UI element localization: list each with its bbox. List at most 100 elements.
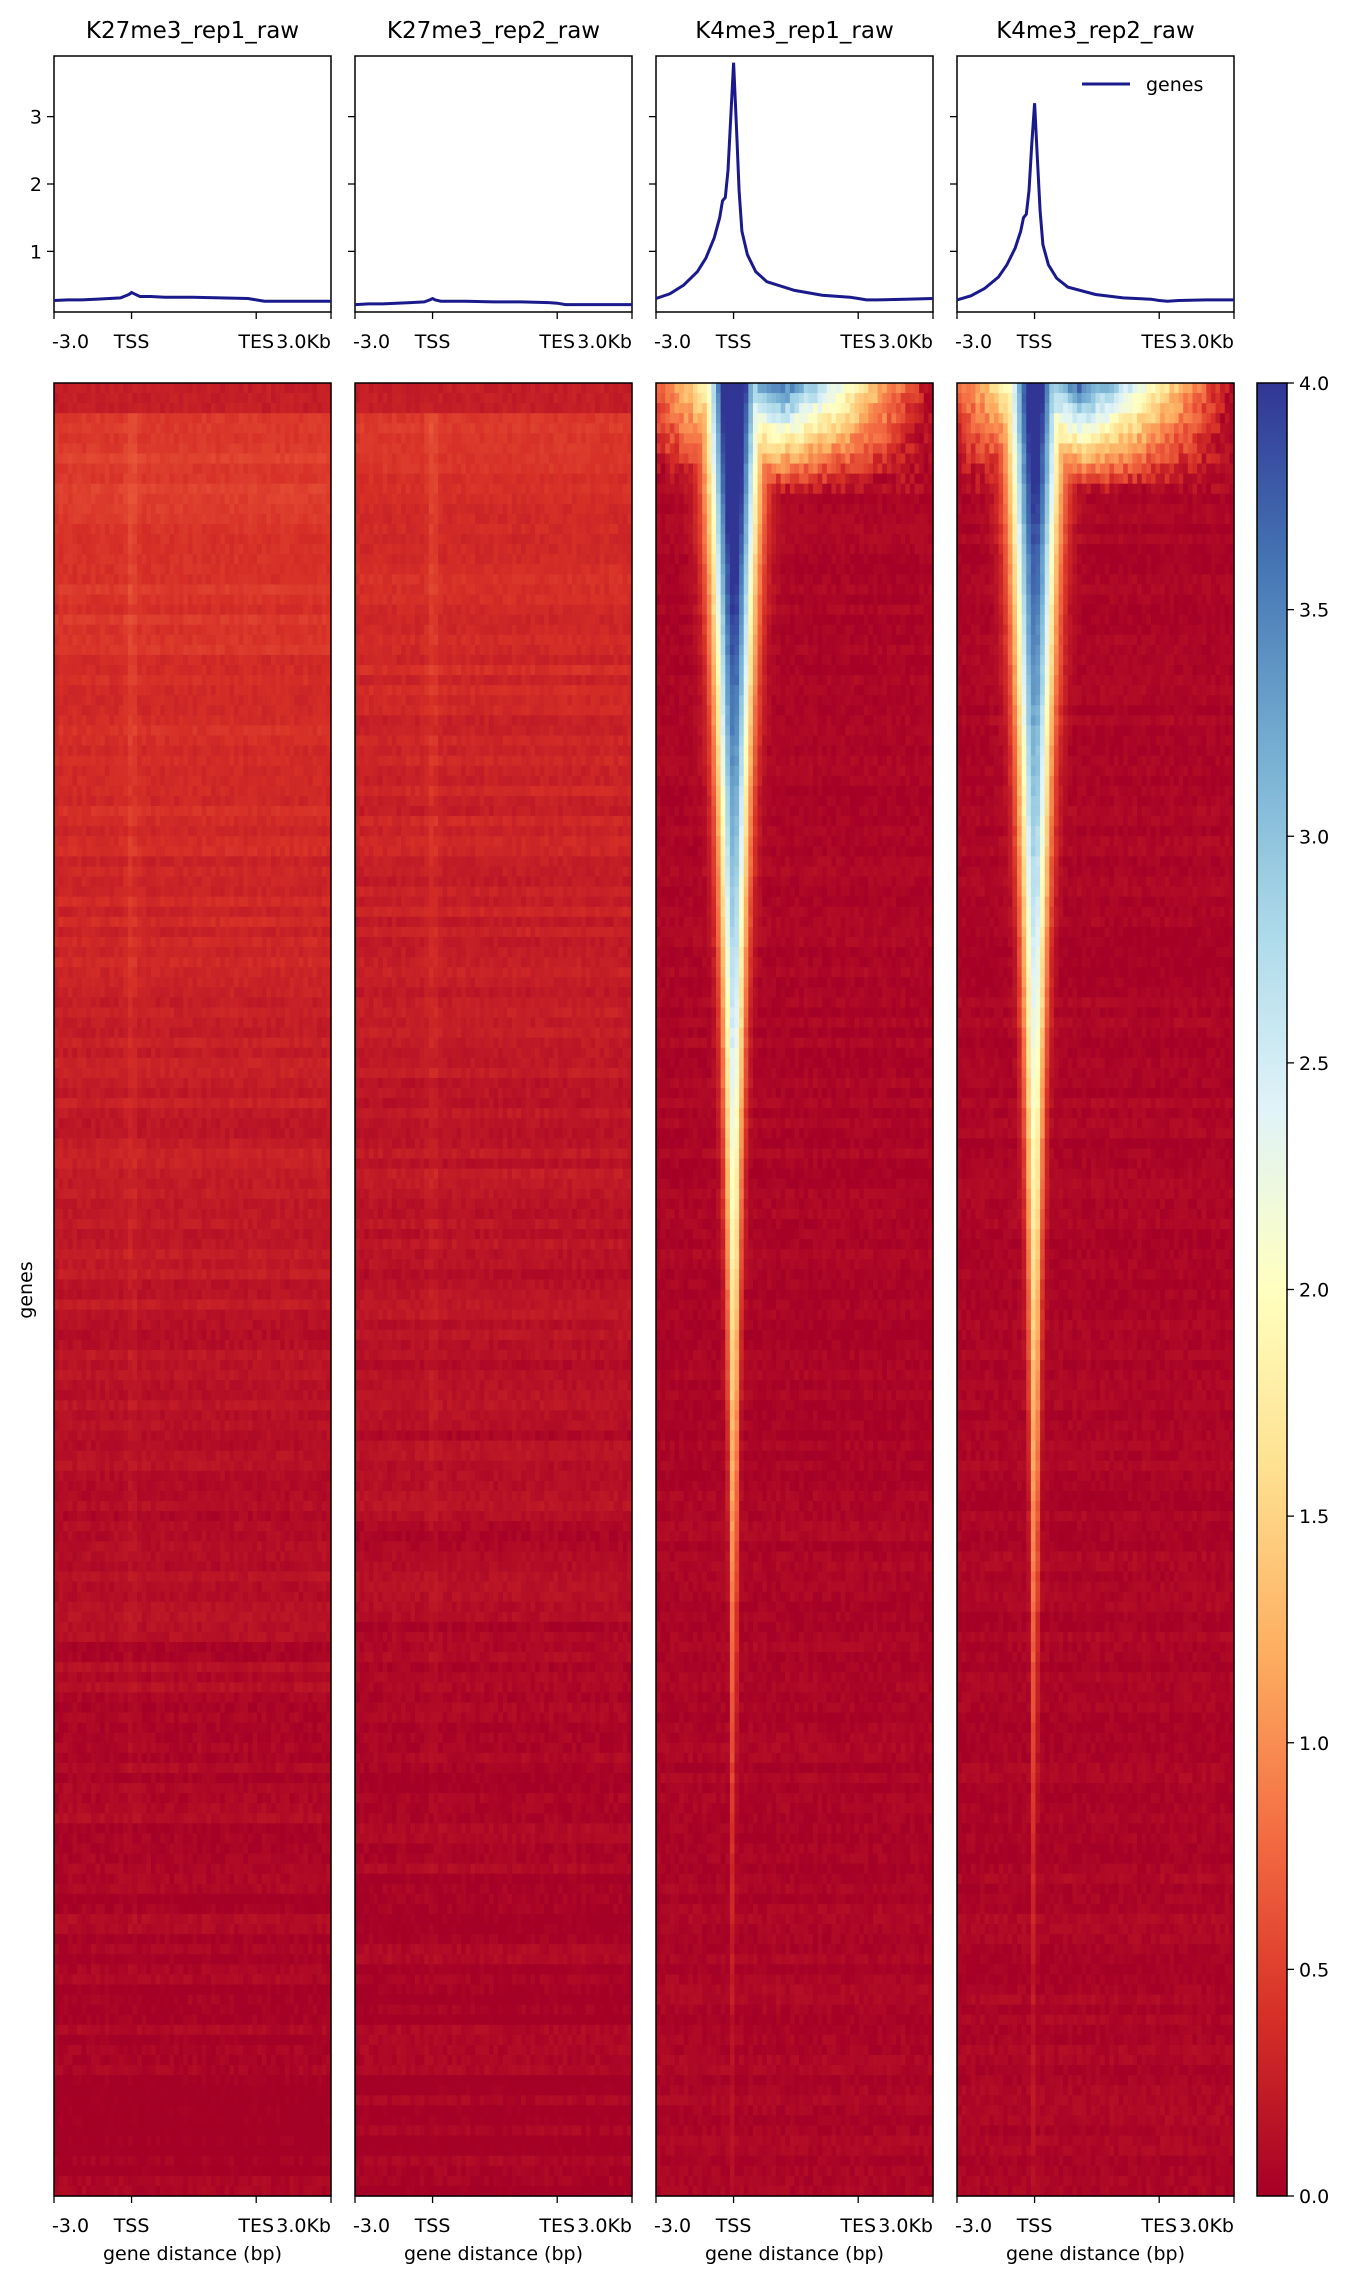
heatmap-cell xyxy=(270,685,277,696)
heatmap-cell xyxy=(257,866,263,878)
heatmap-cell xyxy=(229,1017,235,1029)
heatmap-cell xyxy=(178,916,184,928)
heatmap-cell xyxy=(174,1128,180,1140)
heatmap-cell xyxy=(215,453,221,465)
heatmap-cell xyxy=(210,453,217,465)
heatmap-cell xyxy=(141,1148,147,1160)
heatmap-cell xyxy=(127,997,134,1009)
heatmap-cell xyxy=(206,1168,212,1180)
heatmap-cell xyxy=(63,936,69,948)
heatmap-cell xyxy=(201,513,207,525)
heatmap-cell xyxy=(183,1128,189,1140)
heatmap-cell xyxy=(192,705,198,716)
heatmap-cell xyxy=(229,785,235,797)
heatmap-cell xyxy=(54,1098,60,1109)
heatmap-cell xyxy=(257,856,263,868)
heatmap-cell xyxy=(317,574,323,586)
heatmap-cell xyxy=(303,1128,309,1140)
heatmap-cell xyxy=(123,614,129,626)
heatmap-cell xyxy=(100,725,106,737)
heatmap-cell xyxy=(238,554,244,565)
heatmap-cell xyxy=(197,1188,203,1200)
heatmap-cell xyxy=(307,806,314,817)
heatmap-cell xyxy=(215,846,221,857)
heatmap-cell xyxy=(252,816,258,827)
heatmap-cell xyxy=(77,544,83,555)
heatmap-cell xyxy=(317,936,323,948)
heatmap-cell xyxy=(312,997,318,1009)
heatmap-cell xyxy=(155,614,161,626)
heatmap-cell xyxy=(178,987,184,998)
heatmap-cell xyxy=(252,614,258,626)
heatmap-cell xyxy=(238,604,244,616)
heatmap-cell xyxy=(58,665,64,676)
heatmap-cell xyxy=(160,997,166,1009)
heatmap-cell xyxy=(280,473,286,485)
heatmap-cell xyxy=(160,1017,166,1029)
heatmap-cell xyxy=(289,453,295,465)
heatmap-cell xyxy=(317,846,323,857)
heatmap-cell xyxy=(169,503,175,515)
heatmap-cell xyxy=(284,957,291,968)
heatmap-cell xyxy=(160,584,166,596)
heatmap-cell xyxy=(72,997,78,1009)
heatmap-cell xyxy=(72,534,78,545)
heatmap-cell xyxy=(90,423,97,434)
heatmap-cell xyxy=(197,926,203,938)
heatmap-cell xyxy=(270,1138,277,1150)
heatmap-cell xyxy=(81,906,87,918)
heatmap-cell xyxy=(312,977,318,988)
heatmap-cell xyxy=(192,604,198,616)
heatmap-cell xyxy=(224,1047,231,1059)
heatmap-cell xyxy=(141,906,147,918)
heatmap-cell xyxy=(298,745,304,757)
heatmap-cell xyxy=(127,483,134,495)
heatmap-cell xyxy=(312,1188,318,1200)
heatmap-cell xyxy=(104,453,110,465)
heatmap-cell xyxy=(294,836,300,847)
heatmap-cell xyxy=(77,876,83,888)
heatmap-cell xyxy=(261,483,267,495)
heatmap-cell xyxy=(192,554,198,565)
heatmap-cell xyxy=(132,1037,138,1049)
heatmap-cell xyxy=(118,654,124,666)
heatmap-cell xyxy=(118,886,124,898)
heatmap-cell xyxy=(174,403,180,414)
heatmap-cell xyxy=(118,493,124,505)
heatmap-cell xyxy=(118,967,124,978)
heatmap-cell xyxy=(81,493,87,505)
heatmap-cell xyxy=(174,493,180,505)
heatmap-cell xyxy=(261,544,267,555)
heatmap-cell xyxy=(298,1047,304,1059)
heatmap-cell xyxy=(54,886,60,898)
heatmap-cell xyxy=(114,1148,120,1160)
heatmap-cell xyxy=(210,624,217,636)
heatmap-cell xyxy=(270,836,277,847)
heatmap-cell xyxy=(183,544,189,555)
heatmap-cell xyxy=(234,906,240,918)
heatmap-cell xyxy=(58,534,64,545)
heatmap-cell xyxy=(183,423,189,434)
heatmap-cell xyxy=(266,967,272,978)
heatmap-cell xyxy=(90,1148,97,1160)
heatmap-cell xyxy=(270,453,277,465)
heatmap-cell xyxy=(86,886,92,898)
heatmap-cell xyxy=(289,534,295,545)
heatmap-cell xyxy=(104,1007,110,1019)
heatmap-cell xyxy=(123,886,129,898)
heatmap-cell xyxy=(183,735,189,747)
heatmap-cell xyxy=(215,977,221,988)
heatmap-cell xyxy=(81,745,87,757)
heatmap-cell xyxy=(303,1088,309,1099)
heatmap-cell xyxy=(114,634,120,646)
heatmap-cell xyxy=(100,1168,106,1180)
heatmap-cell xyxy=(118,1017,124,1029)
heatmap-cell xyxy=(307,574,314,586)
heatmap-cell xyxy=(100,1128,106,1140)
heatmap-cell xyxy=(326,1037,332,1049)
heatmap-cell xyxy=(160,1098,166,1109)
heatmap-cell xyxy=(201,886,207,898)
heatmap-cell xyxy=(312,1168,318,1180)
heatmap-cell xyxy=(257,624,263,636)
